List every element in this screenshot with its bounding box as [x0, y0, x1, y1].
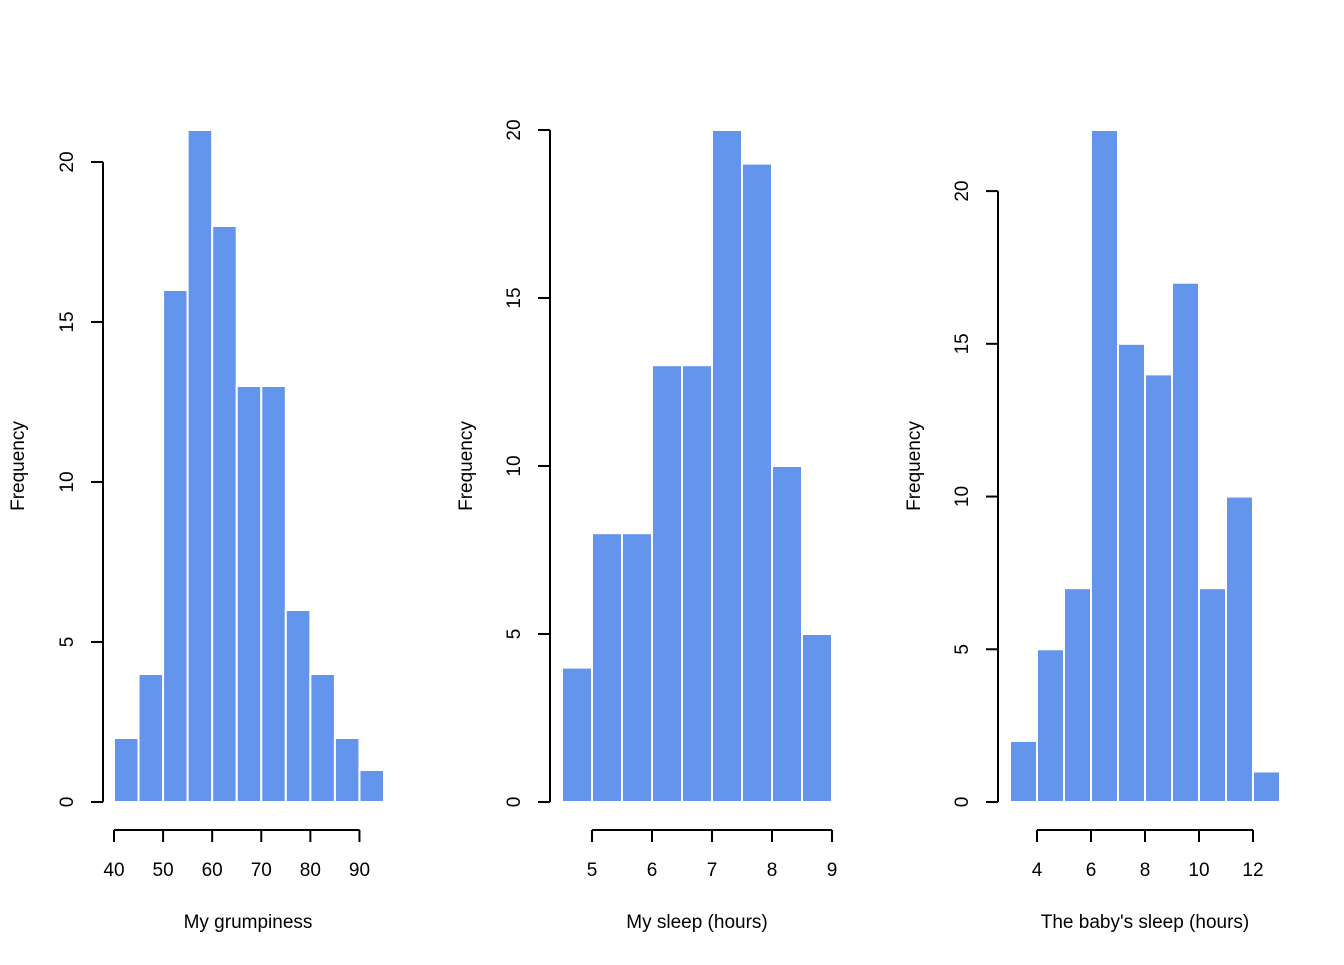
histogram-bar — [621, 532, 653, 803]
baby-sleep-histogram: 0 5 10 15 20 4 6 8 10 12 The baby's sleep (hours) F… — [904, 129, 1281, 933]
x-tick-label: 6 — [1086, 860, 1097, 881]
histogram-bar — [235, 385, 263, 803]
x-tick-label: 7 — [707, 860, 718, 881]
x-tick-label: 40 — [103, 860, 124, 881]
sleep-histogram: 0 5 10 15 20 5 6 7 8 9 My sleep (hours) Frequency — [456, 119, 837, 933]
histogram-bar — [1252, 770, 1281, 803]
histogram-bar — [651, 364, 683, 803]
y-axis-title: Frequency — [456, 421, 477, 511]
grumpiness-histogram: 0 5 10 15 20 40 50 60 70 80 90 My grumpiness Frequen… — [8, 129, 386, 933]
y-tick-label: 15 — [504, 287, 525, 308]
histogram-bar — [741, 162, 773, 804]
histogram-bar — [771, 465, 803, 803]
x-tick-label: 5 — [587, 860, 598, 881]
histogram-bar — [1198, 587, 1227, 803]
y-tick-label: 10 — [57, 471, 78, 492]
x-axis-title: My sleep (hours) — [626, 912, 768, 933]
y-tick-label: 5 — [504, 629, 525, 640]
x-tick-label: 8 — [767, 860, 778, 881]
histogram-bar — [333, 737, 361, 803]
y-tick-label: 20 — [504, 119, 525, 140]
histogram-bar — [1117, 342, 1146, 803]
x-tick-label: 12 — [1242, 860, 1263, 881]
y-tick-label: 5 — [57, 637, 78, 648]
y-tick-label: 20 — [57, 151, 78, 172]
histogram-bar — [1144, 373, 1173, 803]
y-tick-label: 5 — [952, 644, 973, 655]
histogram-bar — [1009, 739, 1038, 804]
x-tick-label: 8 — [1140, 860, 1151, 881]
histogram-bar — [681, 364, 713, 803]
histogram-bar — [1171, 281, 1200, 803]
y-tick-label: 0 — [57, 797, 78, 808]
y-tick-label: 0 — [504, 797, 525, 808]
x-axis-title: My grumpiness — [184, 912, 313, 933]
histogram-bar — [137, 673, 165, 803]
x-tick-label: 90 — [349, 860, 370, 881]
y-tick-label: 15 — [952, 333, 973, 354]
histogram-bar — [113, 737, 140, 803]
x-tick-label: 80 — [300, 860, 321, 881]
histogram-bar — [162, 289, 189, 803]
x-tick-label: 60 — [202, 860, 223, 881]
histogram-bar — [591, 532, 623, 803]
histogram-bar — [1225, 495, 1254, 803]
histogram-bar — [186, 129, 214, 803]
y-tick-label: 15 — [57, 311, 78, 332]
x-tick-label: 9 — [827, 860, 838, 881]
y-axis-title: Frequency — [8, 421, 29, 511]
histogram-bar — [1036, 648, 1065, 803]
x-tick-label: 70 — [251, 860, 272, 881]
y-tick-label: 20 — [952, 181, 973, 202]
histogram-bar — [211, 225, 238, 803]
y-tick-label: 10 — [952, 486, 973, 507]
y-tick-label: 0 — [952, 797, 973, 808]
histogram-bar — [711, 129, 743, 803]
histogram-bar — [801, 633, 833, 803]
x-axis-title: The baby's sleep (hours) — [1041, 912, 1250, 933]
histogram-bar — [260, 385, 287, 803]
histogram-bar — [1090, 129, 1119, 803]
x-tick-label: 50 — [153, 860, 174, 881]
x-tick-label: 10 — [1188, 860, 1209, 881]
histogram-bar — [358, 769, 386, 803]
histogram-bar — [284, 609, 312, 803]
x-tick-label: 6 — [647, 860, 658, 881]
histogram-bar — [309, 673, 336, 803]
x-tick-label: 4 — [1032, 860, 1043, 881]
y-axis-title: Frequency — [904, 421, 925, 511]
histogram-bar — [1063, 587, 1092, 803]
histogram-bar — [561, 666, 593, 803]
y-tick-label: 10 — [504, 455, 525, 476]
